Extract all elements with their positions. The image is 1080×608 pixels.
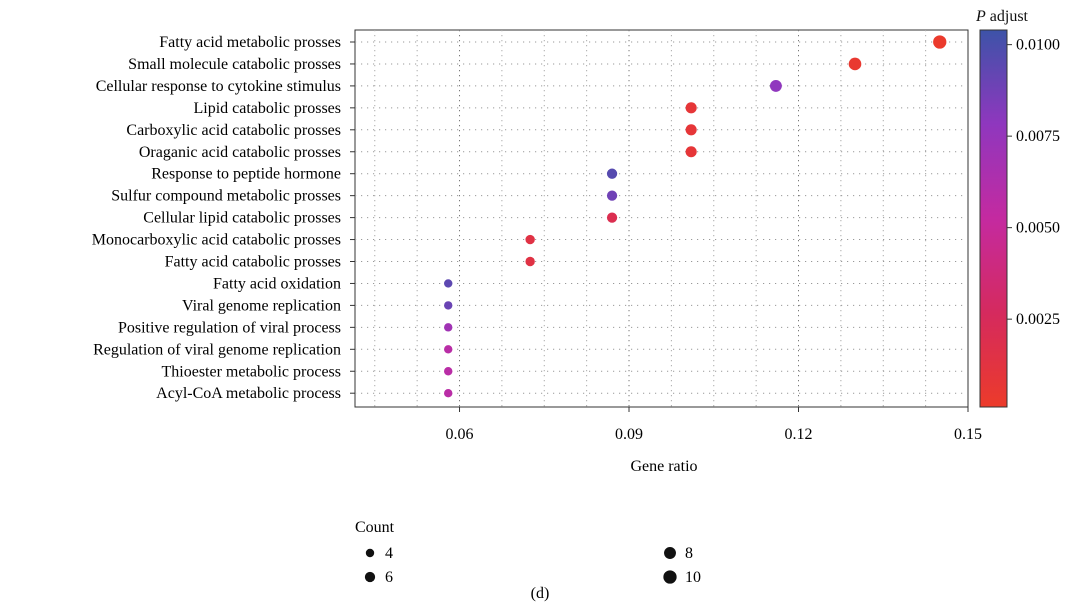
data-point: [848, 57, 862, 71]
x-axis: 0.06 0.09 0.12 0.15: [446, 407, 982, 443]
data-point: [685, 102, 697, 114]
size-legend-title: Count: [355, 519, 395, 536]
data-point: [444, 279, 453, 288]
color-legend-title-italic: P: [975, 8, 986, 25]
y-tick-label: Regulation of viral genome replication: [93, 341, 341, 358]
data-point: [685, 124, 697, 136]
data-point: [933, 35, 947, 49]
color-bar: [979, 29, 1008, 408]
data-point: [525, 234, 535, 245]
size-legend-dot: [664, 547, 676, 559]
data-point: [444, 345, 453, 354]
data-point: [606, 190, 618, 201]
size-legend: Count 4 6 8 10: [355, 519, 701, 586]
y-tick-label: Fatty acid oxidation: [213, 275, 341, 292]
size-legend-dot: [365, 548, 375, 558]
y-tick-label: Positive regulation of viral process: [118, 319, 341, 336]
size-legend-label: 10: [685, 569, 701, 586]
data-point: [444, 367, 453, 376]
size-legend-dot: [364, 571, 376, 583]
y-tick-label: Carboxylic acid catabolic prosses: [126, 122, 341, 139]
y-tick-label: Fatty acid catabolic prosses: [165, 254, 341, 271]
x-tick-label: 0.12: [785, 426, 813, 443]
data-point: [444, 301, 453, 310]
plot-panel: [354, 29, 969, 408]
data-point: [769, 79, 782, 92]
size-legend-dot: [663, 570, 677, 584]
color-legend: P adjust 0.0025 0.0050 0.0075 0.0100: [975, 8, 1060, 408]
color-bar-tick-label: 0.0075: [1016, 128, 1060, 145]
size-legend-label: 8: [685, 545, 693, 562]
data-point: [444, 323, 453, 332]
y-tick-label: Viral genome replication: [182, 297, 341, 314]
color-bar-tick-label: 0.0025: [1016, 311, 1060, 328]
y-tick-label: Thioester metabolic process: [162, 363, 342, 380]
size-legend-label: 4: [385, 545, 393, 562]
size-legend-entries: 4 6 8 10: [364, 545, 701, 586]
figure-caption: (d): [531, 585, 550, 602]
data-point: [444, 389, 453, 398]
data-point: [606, 212, 618, 223]
horizontal-grid: [355, 41, 968, 394]
y-tick-label: Small molecule catabolic prosses: [128, 56, 341, 73]
y-tick-label: Monocarboxylic acid catabolic prosses: [92, 232, 341, 249]
x-tick-label: 0.15: [954, 426, 982, 443]
data-points: [444, 35, 947, 398]
y-tick-label: Sulfur compound metabolic prosses: [111, 188, 341, 205]
y-tick-label: Cellular lipid catabolic prosses: [143, 210, 341, 227]
x-axis-label: Gene ratio: [630, 458, 697, 475]
y-tick-label: Lipid catabolic prosses: [193, 100, 341, 117]
color-bar-tick-label: 0.0100: [1016, 37, 1060, 54]
x-tick-label: 0.06: [446, 426, 474, 443]
color-bar-ticks: 0.0025 0.0050 0.0075 0.0100: [1007, 37, 1060, 328]
size-legend-label: 6: [385, 569, 393, 586]
data-point: [525, 256, 535, 267]
y-tick-label: Response to peptide hormone: [151, 166, 341, 183]
color-legend-title-rest: adjust: [986, 8, 1029, 25]
color-legend-title: P adjust: [975, 8, 1029, 25]
y-tick-label: Cellular response to cytokine stimulus: [96, 78, 341, 95]
color-bar-tick-label: 0.0050: [1016, 220, 1060, 237]
y-tick-label: Fatty acid metabolic prosses: [159, 34, 341, 51]
x-tick-label: 0.09: [615, 426, 643, 443]
y-axis-labels: Fatty acid metabolic prosses Small molecu…: [92, 34, 355, 402]
y-tick-label: Oraganic acid catabolic prosses: [139, 144, 341, 161]
data-point: [685, 146, 697, 158]
y-tick-label: Acyl-CoA metabolic process: [156, 385, 341, 402]
data-point: [606, 168, 618, 179]
